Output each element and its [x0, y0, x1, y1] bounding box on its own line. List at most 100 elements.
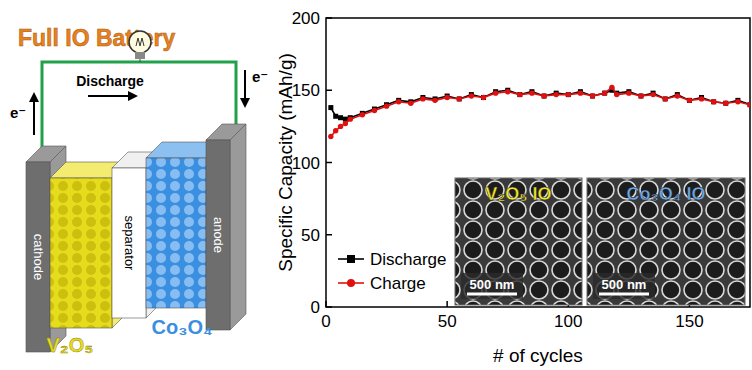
- y-axis-label: Specific Capacity (mAh/g): [275, 53, 296, 272]
- marker: [542, 94, 547, 99]
- marker: [481, 95, 486, 100]
- marker: [663, 96, 668, 101]
- marker: [343, 121, 348, 126]
- inset-label: V₂O₅ IO: [485, 184, 551, 204]
- page: {"diagram": {"title": "Full IO Battery",…: [0, 0, 752, 370]
- y-tick-label: 50: [301, 226, 320, 245]
- electron-arrow: [244, 70, 246, 100]
- marker: [493, 90, 498, 95]
- series-line: [331, 87, 750, 136]
- x-tick-label: 150: [675, 312, 703, 331]
- marker: [420, 96, 425, 101]
- marker: [735, 99, 740, 104]
- marker: [457, 96, 462, 101]
- sem-inset: Co₃O₄ IO 500 nm: [587, 178, 745, 305]
- bulb: [129, 31, 151, 53]
- marker: [333, 114, 338, 119]
- marker: [566, 92, 571, 97]
- wire: [42, 62, 236, 150]
- x-axis-label: # of cycles: [493, 345, 583, 366]
- legend-marker: [347, 255, 355, 263]
- electron-label: e⁻: [10, 104, 26, 121]
- marker: [333, 128, 338, 133]
- marker: [566, 92, 571, 97]
- marker: [396, 99, 401, 104]
- electron-arrow-head: [29, 92, 39, 102]
- x-tick-label: 50: [438, 312, 457, 331]
- marker: [338, 124, 343, 129]
- scale-bg: [461, 273, 523, 299]
- marker: [517, 92, 522, 97]
- y-tick: [326, 17, 332, 19]
- plot-frame: [326, 18, 750, 307]
- legend-marker: [347, 279, 355, 287]
- marker: [578, 90, 583, 95]
- marker: [328, 134, 333, 139]
- inset-label: Co₃O₄ IO: [627, 184, 706, 204]
- marker: [328, 105, 333, 110]
- marker: [609, 85, 614, 90]
- marker: [626, 90, 631, 95]
- marker: [663, 96, 668, 101]
- anode-collector-side: [230, 124, 246, 330]
- x-tick: [325, 301, 327, 307]
- marker: [529, 90, 534, 95]
- bulb-base: [135, 52, 145, 59]
- y-tick-label: 200: [292, 9, 320, 28]
- marker: [590, 93, 595, 98]
- sem-inset: V₂O₅ IO 500 nm: [455, 178, 582, 305]
- data: [328, 85, 750, 140]
- cathode-electrode: [50, 178, 112, 328]
- component-label: anode: [211, 217, 226, 253]
- scale-bg: [593, 273, 655, 299]
- marker: [602, 91, 607, 96]
- chart: 050100150200050100150# of cyclesSpecific…: [275, 9, 752, 366]
- diagram-title: Full IO Battery: [18, 25, 175, 51]
- scale-bar-label: 500 nm: [602, 277, 647, 292]
- legend: DischargeCharge: [338, 250, 447, 293]
- marker: [505, 89, 510, 94]
- sem-image: [587, 178, 745, 305]
- marker: [384, 103, 389, 108]
- scale-bar-label: 500 nm: [470, 277, 515, 292]
- scale-bar: [467, 293, 517, 296]
- marker: [638, 93, 643, 98]
- electron-label: e⁻: [252, 68, 268, 85]
- electron-arrow-head: [240, 98, 250, 108]
- x-tick-label: 100: [554, 312, 582, 331]
- marker: [747, 102, 750, 107]
- marker: [338, 115, 343, 120]
- marker: [687, 98, 692, 103]
- electron-arrow: [33, 100, 35, 135]
- marker: [444, 95, 449, 100]
- anode-electrode: [146, 158, 206, 308]
- arrow-line: [88, 95, 128, 97]
- anode-collector: [206, 140, 230, 330]
- bulb-filament: [136, 38, 144, 46]
- marker: [553, 92, 558, 97]
- marker: [711, 99, 716, 104]
- scale-bar: [599, 293, 649, 296]
- marker: [481, 95, 486, 100]
- sem-image: [455, 178, 582, 305]
- marker: [723, 101, 728, 106]
- marker: [372, 108, 377, 113]
- component-label: separator: [122, 216, 137, 272]
- y-tick: [326, 162, 332, 164]
- arrow-head: [128, 91, 138, 101]
- marker: [469, 93, 474, 98]
- component-label: cathode: [31, 234, 46, 280]
- marker: [723, 101, 728, 106]
- marker: [650, 92, 655, 97]
- marker: [699, 96, 704, 101]
- separator: [112, 168, 146, 318]
- marker: [687, 98, 692, 103]
- cathode-collector: [26, 162, 50, 352]
- x-tick: [446, 301, 448, 307]
- marker: [711, 99, 716, 104]
- x-tick-label: 0: [321, 312, 330, 331]
- battery-diagram: Full IO BatteryDischargee⁻e⁻cathodesepar…: [10, 25, 268, 356]
- material-label: Co₃O₄: [152, 316, 213, 338]
- marker: [675, 93, 680, 98]
- marker: [432, 98, 437, 103]
